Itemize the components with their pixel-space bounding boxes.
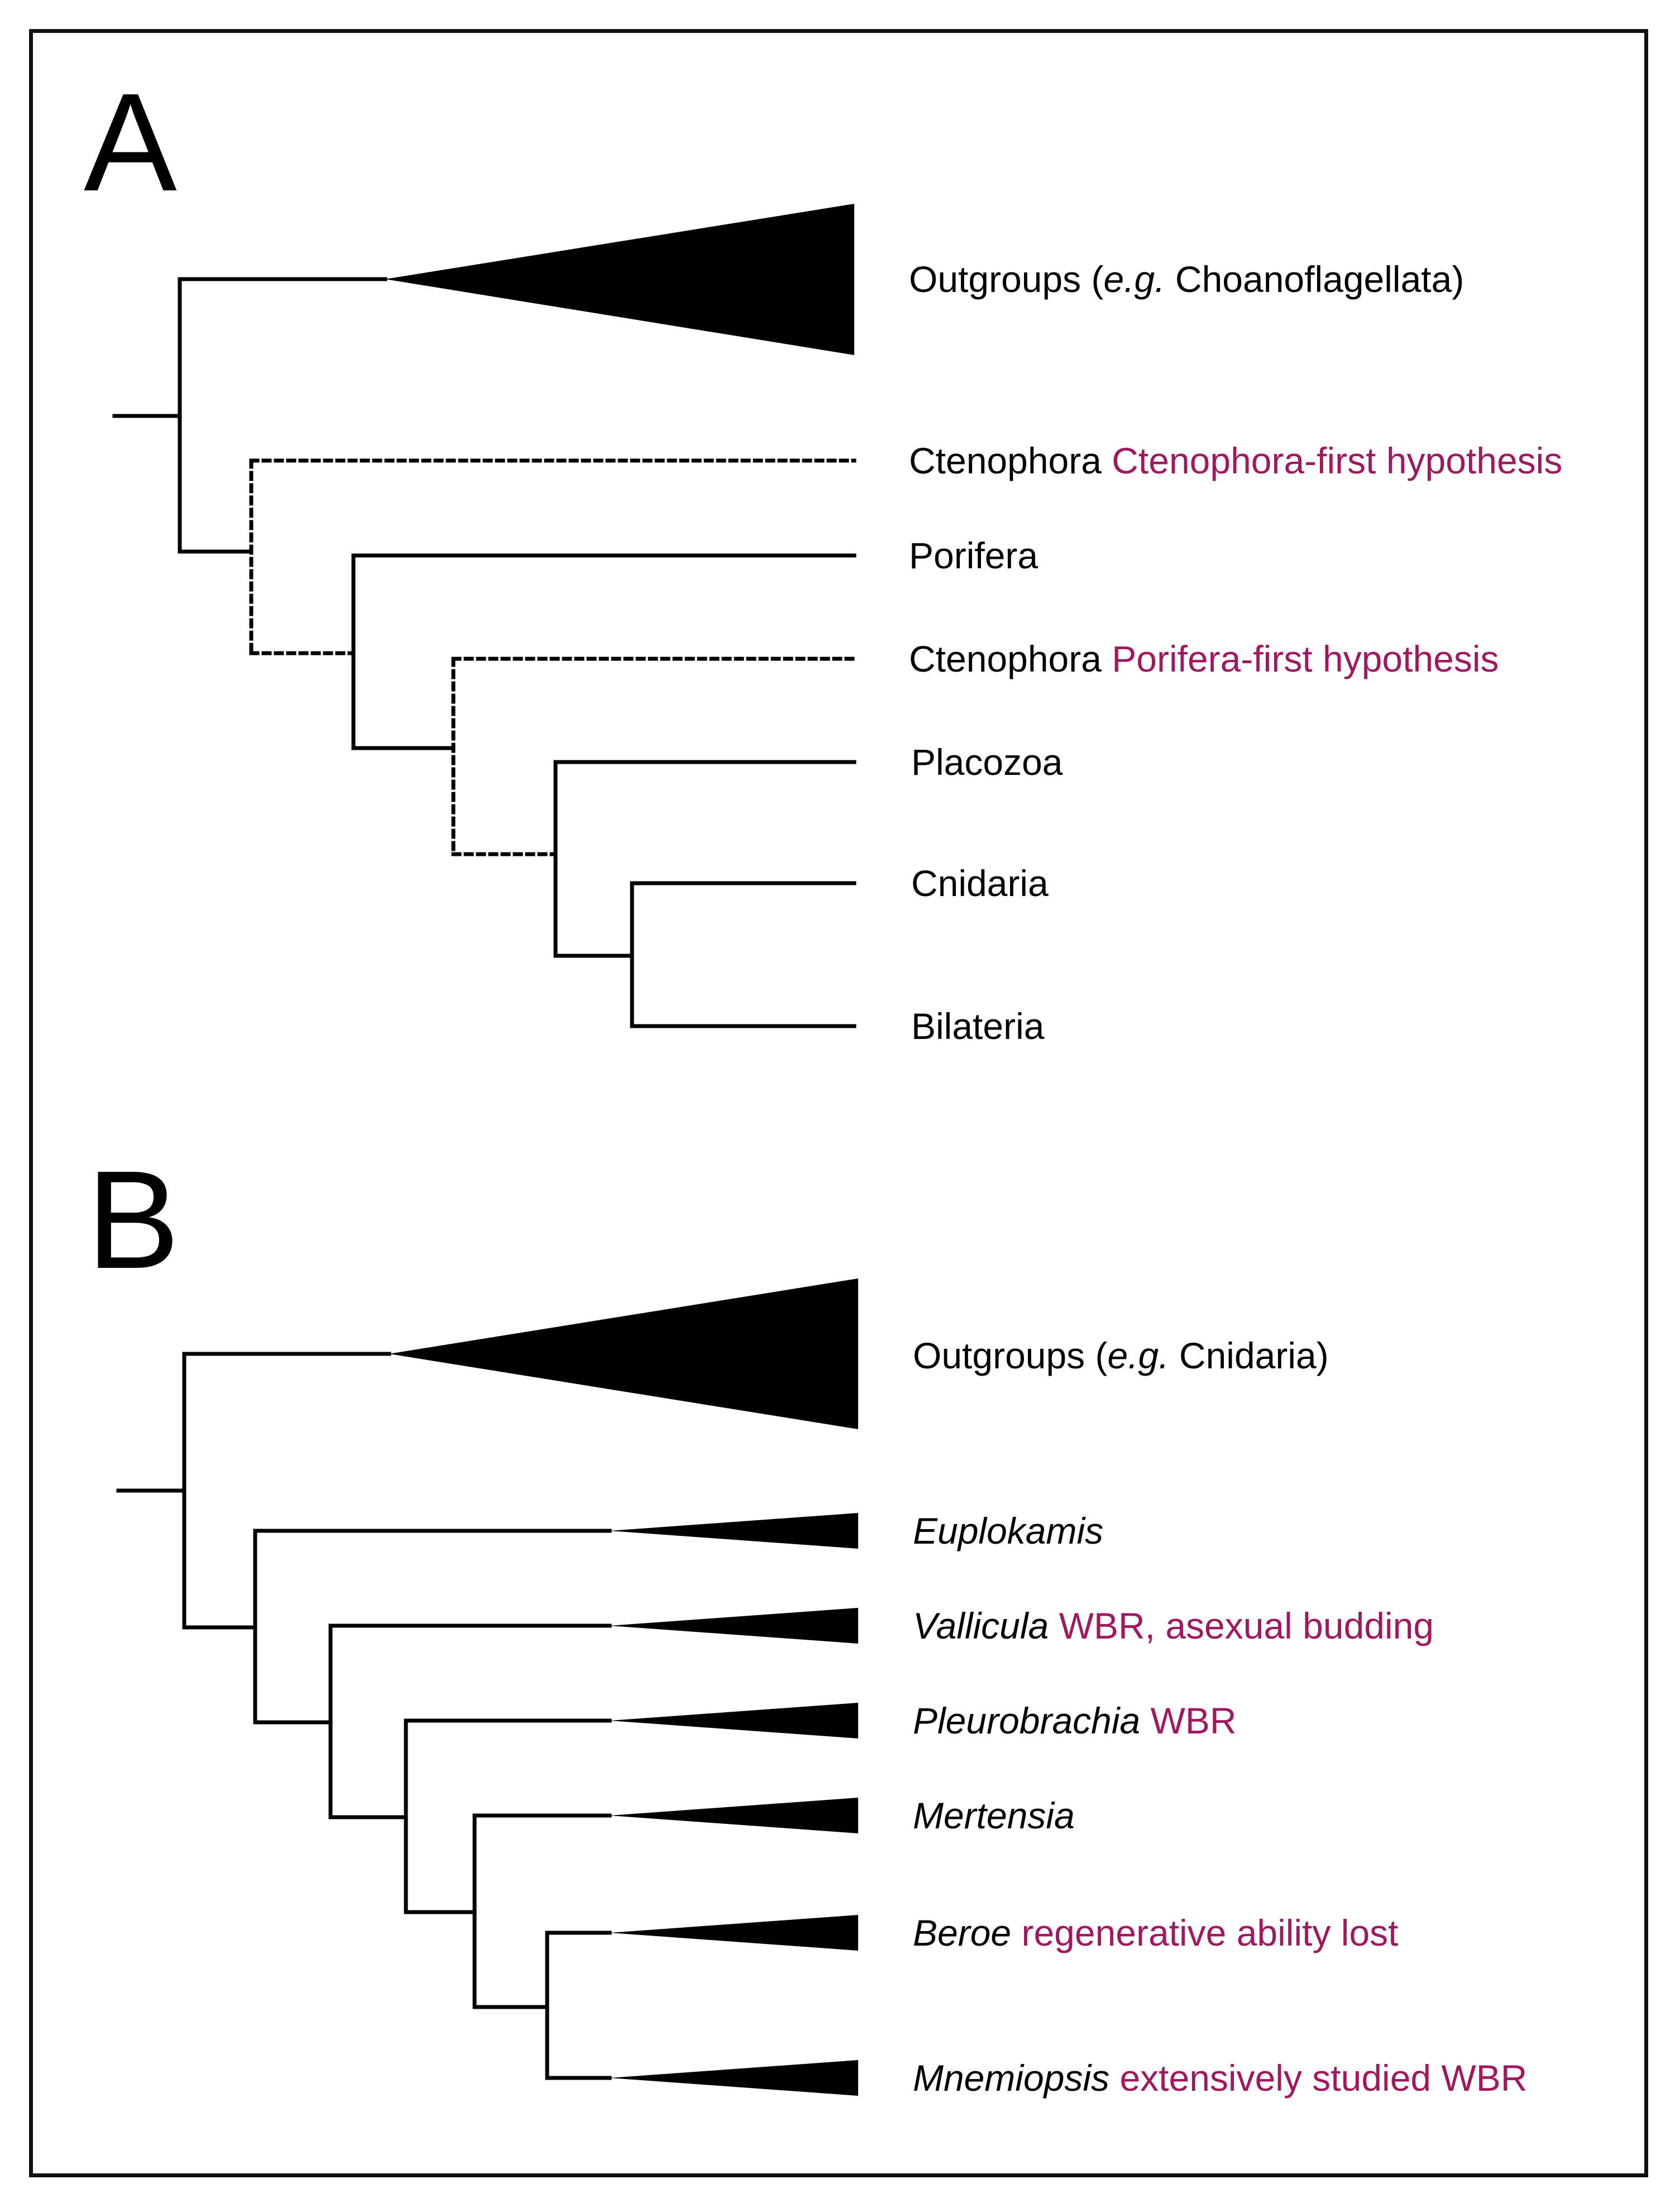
b-mertensia-clade-triangle	[610, 1798, 858, 1833]
b-label-beroe: Beroe regenerative ability lost	[913, 1914, 1399, 1951]
b-mnemiopsis-clade-triangle	[610, 2060, 858, 2096]
b-beroe-clade-triangle	[610, 1915, 858, 1951]
b-pleurobrachia-name: Pleurobrachia	[913, 1700, 1141, 1741]
a-porifera-name: Porifera	[909, 535, 1038, 576]
a-placozoa-name: Placozoa	[911, 741, 1063, 783]
a-label-bilateria: Bilateria	[911, 1008, 1044, 1045]
b-mnemiopsis-note: extensively studied WBR	[1119, 2057, 1528, 2099]
b-vallicula-note: WBR, asexual budding	[1059, 1605, 1434, 1646]
a-outgroup-clade-triangle	[385, 204, 854, 355]
panel-b-tree	[116, 1352, 612, 2080]
a-ctenophora-first-name: Ctenophora	[909, 440, 1102, 481]
panel-a-letter: A	[84, 64, 177, 220]
b-outgroups-suffix: Cnidaria)	[1169, 1335, 1329, 1376]
a-label-ctenophora-porifera-first: Ctenophora Porifera-first hypothesis	[909, 640, 1499, 677]
b-outgroups-prefix: Outgroups (	[913, 1335, 1108, 1376]
b-label-mnemiopsis: Mnemiopsis extensively studied WBR	[913, 2059, 1527, 2096]
a-outgroups-prefix: Outgroups (	[909, 258, 1104, 300]
a-ctenophora-porifera-first-note: Porifera-first hypothesis	[1112, 638, 1499, 679]
b-label-mertensia: Mertensia	[913, 1797, 1075, 1834]
a-label-placozoa: Placozoa	[911, 744, 1063, 780]
a-bilateria-name: Bilateria	[911, 1005, 1045, 1047]
a-ctenophora-porifera-first-name: Ctenophora	[909, 638, 1102, 679]
panel-b-clade-triangles	[389, 1278, 858, 2096]
b-euplokamis-clade-triangle	[610, 1513, 858, 1549]
b-label-pleurobrachia: Pleurobrachia WBR	[913, 1702, 1237, 1739]
b-beroe-name: Beroe	[913, 1912, 1012, 1953]
b-euplokamis-name: Euplokamis	[913, 1510, 1104, 1551]
b-mertensia-name: Mertensia	[913, 1795, 1075, 1836]
b-pleurobrachia-note: WBR	[1150, 1700, 1237, 1741]
a-cnidaria-name: Cnidaria	[911, 863, 1049, 904]
b-vallicula-name: Vallicula	[913, 1605, 1049, 1646]
b-pleurobrachia-clade-triangle	[610, 1703, 858, 1738]
b-outgroups-eg: e.g.	[1107, 1335, 1169, 1376]
b-label-outgroups: Outgroups (e.g. Cnidaria)	[913, 1337, 1329, 1374]
a-label-outgroups: Outgroups (e.g. Choanoflagellata)	[909, 261, 1464, 298]
a-label-cnidaria: Cnidaria	[911, 865, 1049, 902]
b-label-euplokamis: Euplokamis	[913, 1512, 1103, 1549]
b-mnemiopsis-name: Mnemiopsis	[913, 2057, 1110, 2099]
a-ctenophora-first-note: Ctenophora-first hypothesis	[1112, 440, 1563, 481]
a-label-ctenophora-first: Ctenophora Ctenophora-first hypothesis	[909, 442, 1562, 479]
b-beroe-note: regenerative ability lost	[1021, 1912, 1399, 1953]
b-label-vallicula: Vallicula WBR, asexual budding	[913, 1607, 1434, 1644]
panel-a-tree	[112, 277, 856, 1028]
a-label-porifera: Porifera	[909, 537, 1038, 574]
a-outgroups-suffix: Choanoflagellata)	[1165, 258, 1464, 300]
b-outgroup-clade-triangle	[389, 1278, 858, 1429]
panel-b-letter: B	[87, 1142, 180, 1297]
a-outgroups-eg: e.g.	[1103, 258, 1165, 300]
b-vallicula-clade-triangle	[610, 1608, 858, 1644]
